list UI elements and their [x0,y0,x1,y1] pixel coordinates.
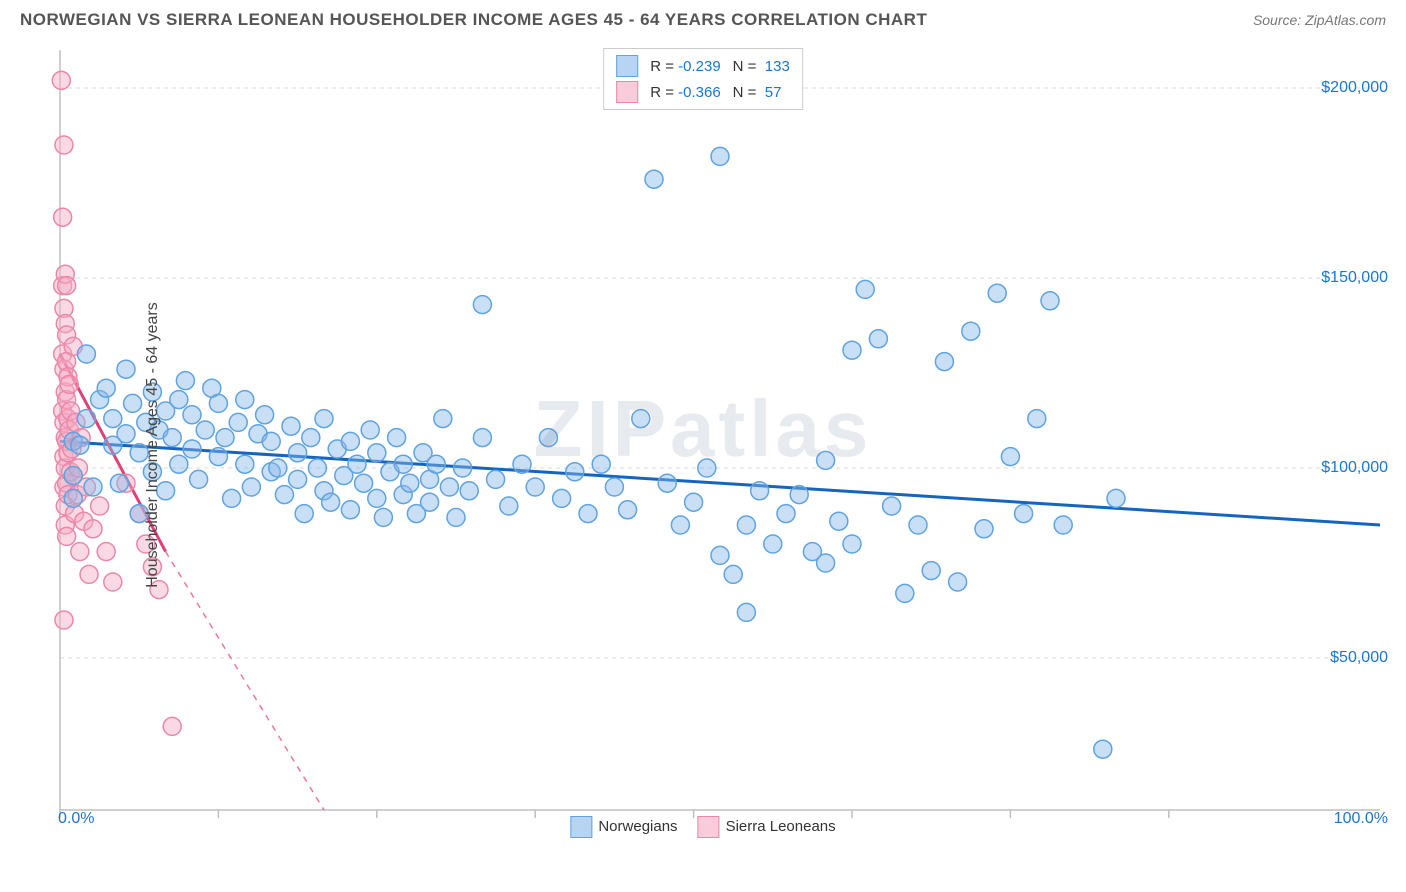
source-attribution: Source: ZipAtlas.com [1253,12,1386,28]
x-axis-max-label: 100.0% [1334,810,1388,828]
legend-swatch [570,816,592,838]
chart-header: NORWEGIAN VS SIERRA LEONEAN HOUSEHOLDER … [0,0,1406,40]
legend-item: Sierra Leoneans [698,816,836,838]
n-stat: N = 57 [733,84,782,101]
x-axis-min-label: 0.0% [58,810,94,828]
y-tick-label: $50,000 [1330,649,1388,667]
y-axis-label: Householder Income Ages 45 - 64 years [144,302,162,588]
legend-swatch [698,816,720,838]
legend-label: Norwegians [598,818,677,835]
correlation-row: R = -0.239 N = 133 [616,53,790,79]
r-stat: R = -0.366 [650,84,720,101]
x-axis-labels: 0.0% 100.0% Norwegians Sierra Leoneans [0,810,1406,840]
series-legend: Norwegians Sierra Leoneans [570,816,835,838]
n-stat: N = 133 [733,58,790,75]
correlation-row: R = -0.366 N = 57 [616,79,790,105]
chart-area: Householder Income Ages 45 - 64 years ZI… [0,40,1406,850]
legend-label: Sierra Leoneans [726,818,836,835]
legend-item: Norwegians [570,816,677,838]
r-stat: R = -0.239 [650,58,720,75]
y-tick-label: $100,000 [1321,459,1388,477]
chart-title: NORWEGIAN VS SIERRA LEONEAN HOUSEHOLDER … [20,10,927,30]
y-tick-label: $150,000 [1321,269,1388,287]
scatter-plot [0,40,1406,850]
legend-swatch [616,81,638,103]
legend-swatch [616,55,638,77]
correlation-legend: R = -0.239 N = 133 R = -0.366 N = 57 [603,48,803,110]
y-tick-label: $200,000 [1321,79,1388,97]
